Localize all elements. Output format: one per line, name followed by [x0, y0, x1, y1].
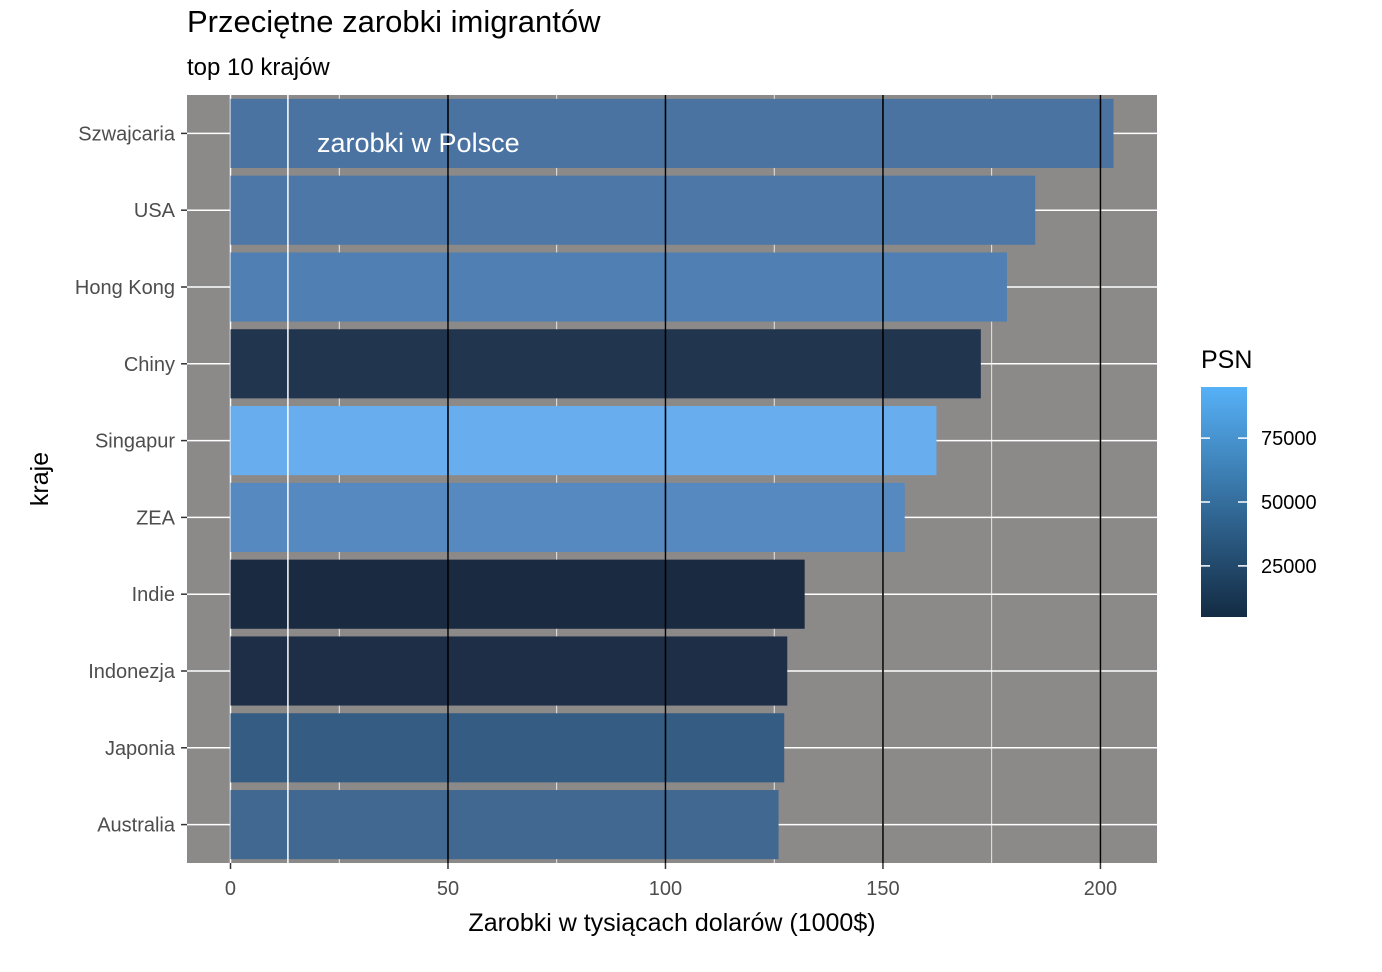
- y-tick-label: Singapur: [95, 431, 175, 453]
- reference-label: zarobki w Polsce: [317, 128, 520, 158]
- x-tick-label: 150: [866, 878, 899, 900]
- legend-tick-label: 25000: [1261, 556, 1317, 578]
- y-tick-label: Chiny: [124, 354, 175, 376]
- bar-hong-kong: [230, 252, 1007, 322]
- x-tick-label: 0: [225, 878, 236, 900]
- legend-ticks: 25000 50000 75000: [1201, 428, 1317, 578]
- y-tick-label: Indonezja: [88, 661, 176, 683]
- y-tick-label: Szwajcaria: [78, 123, 176, 145]
- x-tick-label: 200: [1084, 878, 1117, 900]
- x-tick-label: 50: [437, 878, 459, 900]
- bar-indie: [230, 559, 805, 629]
- bar-japonia: [230, 713, 785, 783]
- y-tick-label: Japonia: [105, 738, 176, 760]
- y-tick-label: Australia: [97, 815, 176, 837]
- y-tick-label: Indie: [132, 584, 175, 606]
- x-axis: 0 50 100 150 200: [225, 863, 1117, 900]
- legend-tick-label: 75000: [1261, 428, 1317, 450]
- bar-szwajcaria: [230, 98, 1114, 168]
- bar-singapur: [230, 406, 937, 476]
- vlines-layer: [447, 95, 1102, 863]
- bar-australia: [230, 790, 779, 860]
- x-tick-label: 100: [649, 878, 682, 900]
- y-tick-label: Hong Kong: [75, 277, 175, 299]
- legend-tick-label: 50000: [1261, 492, 1317, 514]
- bar-chiny: [230, 329, 981, 399]
- legend: PSN 25000 50000 75000: [1201, 346, 1317, 617]
- bar-zea: [230, 482, 905, 552]
- bars-layer: [230, 98, 1114, 860]
- chart-title: Przeciętne zarobki imigrantów: [187, 4, 601, 39]
- legend-title: PSN: [1201, 346, 1252, 374]
- x-axis-label: Zarobki w tysiącach dolarów (1000$): [468, 909, 875, 937]
- bar-usa: [230, 175, 1036, 245]
- reference-layer: zarobki w Polsce: [287, 95, 520, 863]
- bar-indonezja: [230, 636, 788, 706]
- y-axis: Szwajcaria USA Hong Kong Chiny Singapur ZEA In…: [75, 123, 187, 837]
- y-tick-label: USA: [134, 200, 176, 222]
- y-tick-label: ZEA: [136, 507, 176, 529]
- chart-subtitle: top 10 krajów: [187, 54, 330, 81]
- y-axis-label: kraje: [26, 452, 54, 506]
